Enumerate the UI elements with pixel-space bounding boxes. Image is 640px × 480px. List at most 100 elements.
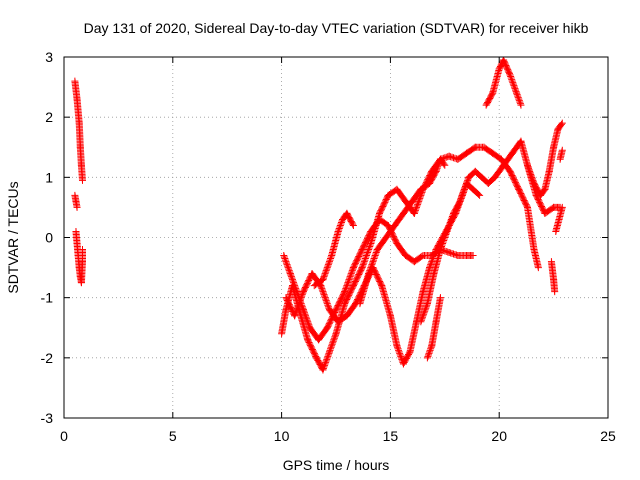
data-point	[365, 246, 373, 254]
data-point	[78, 246, 86, 254]
data-point	[329, 337, 337, 345]
data-point	[365, 244, 373, 252]
data-point	[446, 220, 454, 228]
x-tick-label: 0	[60, 428, 68, 444]
data-point	[367, 262, 375, 270]
data-point	[366, 265, 374, 273]
data-point	[534, 264, 542, 272]
data-point	[292, 307, 300, 315]
data-point	[300, 307, 308, 315]
data-point	[340, 289, 348, 297]
data-point	[460, 185, 468, 193]
data-point	[323, 264, 331, 272]
data-point	[327, 255, 335, 263]
data-point	[526, 167, 534, 175]
data-point	[294, 303, 302, 311]
data-point	[293, 306, 301, 314]
data-point	[348, 268, 356, 276]
data-point	[442, 230, 450, 238]
data-point	[488, 90, 496, 98]
data-point	[328, 340, 336, 348]
data-point	[319, 276, 327, 284]
data-point	[458, 193, 466, 201]
data-point	[344, 279, 352, 287]
data-point	[286, 270, 294, 278]
data-point	[377, 280, 385, 288]
data-point	[284, 262, 292, 270]
data-point	[322, 267, 330, 275]
data-point	[423, 354, 431, 362]
data-point	[327, 343, 335, 351]
data-point	[433, 164, 441, 172]
data-point	[334, 227, 342, 235]
data-point	[527, 172, 535, 180]
data-point	[322, 358, 330, 366]
data-point	[420, 310, 428, 318]
data-point	[413, 203, 421, 211]
data-point	[508, 77, 516, 85]
data-point	[362, 252, 370, 260]
data-point	[436, 294, 444, 302]
data-point	[461, 184, 469, 192]
data-point	[528, 173, 536, 181]
data-point	[441, 234, 449, 241]
data-point	[508, 76, 516, 84]
data-point	[422, 304, 430, 312]
data-point	[324, 262, 332, 270]
y-tick-label: -1	[41, 290, 54, 306]
data-point	[324, 352, 332, 360]
data-point	[457, 196, 465, 204]
data-point	[292, 285, 300, 293]
data-point	[439, 240, 447, 248]
data-point	[287, 271, 295, 279]
data-point	[426, 264, 434, 272]
data-point	[393, 342, 401, 350]
data-point	[345, 277, 353, 285]
data-point	[345, 276, 353, 284]
data-points	[71, 56, 566, 374]
data-point	[396, 351, 404, 359]
data-point	[505, 70, 513, 78]
data-point	[292, 309, 300, 317]
data-point	[418, 315, 426, 323]
data-point	[296, 298, 304, 306]
data-point	[78, 176, 86, 184]
data-point	[321, 361, 329, 369]
data-point	[336, 223, 344, 231]
data-point	[322, 268, 330, 276]
y-tick-label: 2	[45, 109, 53, 125]
x-tick-label: 5	[169, 428, 177, 444]
data-point	[445, 223, 453, 231]
data-point	[291, 283, 299, 291]
data-point	[427, 343, 435, 351]
data-point	[514, 92, 522, 100]
data-point	[331, 331, 339, 339]
data-point	[281, 255, 289, 263]
data-point	[298, 292, 306, 300]
data-point	[442, 248, 450, 256]
data-point	[303, 315, 311, 323]
data-point	[443, 227, 451, 235]
data-point	[294, 301, 302, 309]
data-point	[448, 153, 456, 161]
data-point	[337, 218, 345, 226]
data-point	[512, 88, 520, 96]
data-point	[282, 259, 290, 267]
data-point	[516, 98, 524, 106]
data-point	[324, 303, 332, 311]
data-point	[459, 190, 467, 198]
data-point	[322, 295, 330, 303]
data-point	[557, 120, 565, 128]
data-point	[299, 289, 307, 297]
data-point	[410, 209, 418, 217]
data-point	[301, 310, 309, 318]
data-point	[317, 283, 325, 291]
data-point	[415, 197, 423, 205]
data-point	[507, 74, 515, 82]
data-point	[476, 191, 484, 199]
data-point	[515, 95, 523, 103]
data-point	[360, 258, 368, 266]
data-point	[346, 273, 354, 281]
data-point	[414, 200, 422, 208]
data-point	[445, 221, 453, 229]
